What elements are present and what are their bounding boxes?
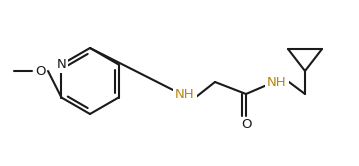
Text: NH: NH xyxy=(175,87,195,100)
Text: NH: NH xyxy=(267,76,287,88)
Text: N: N xyxy=(57,58,66,71)
Text: O: O xyxy=(241,119,251,131)
Text: O: O xyxy=(35,65,45,78)
